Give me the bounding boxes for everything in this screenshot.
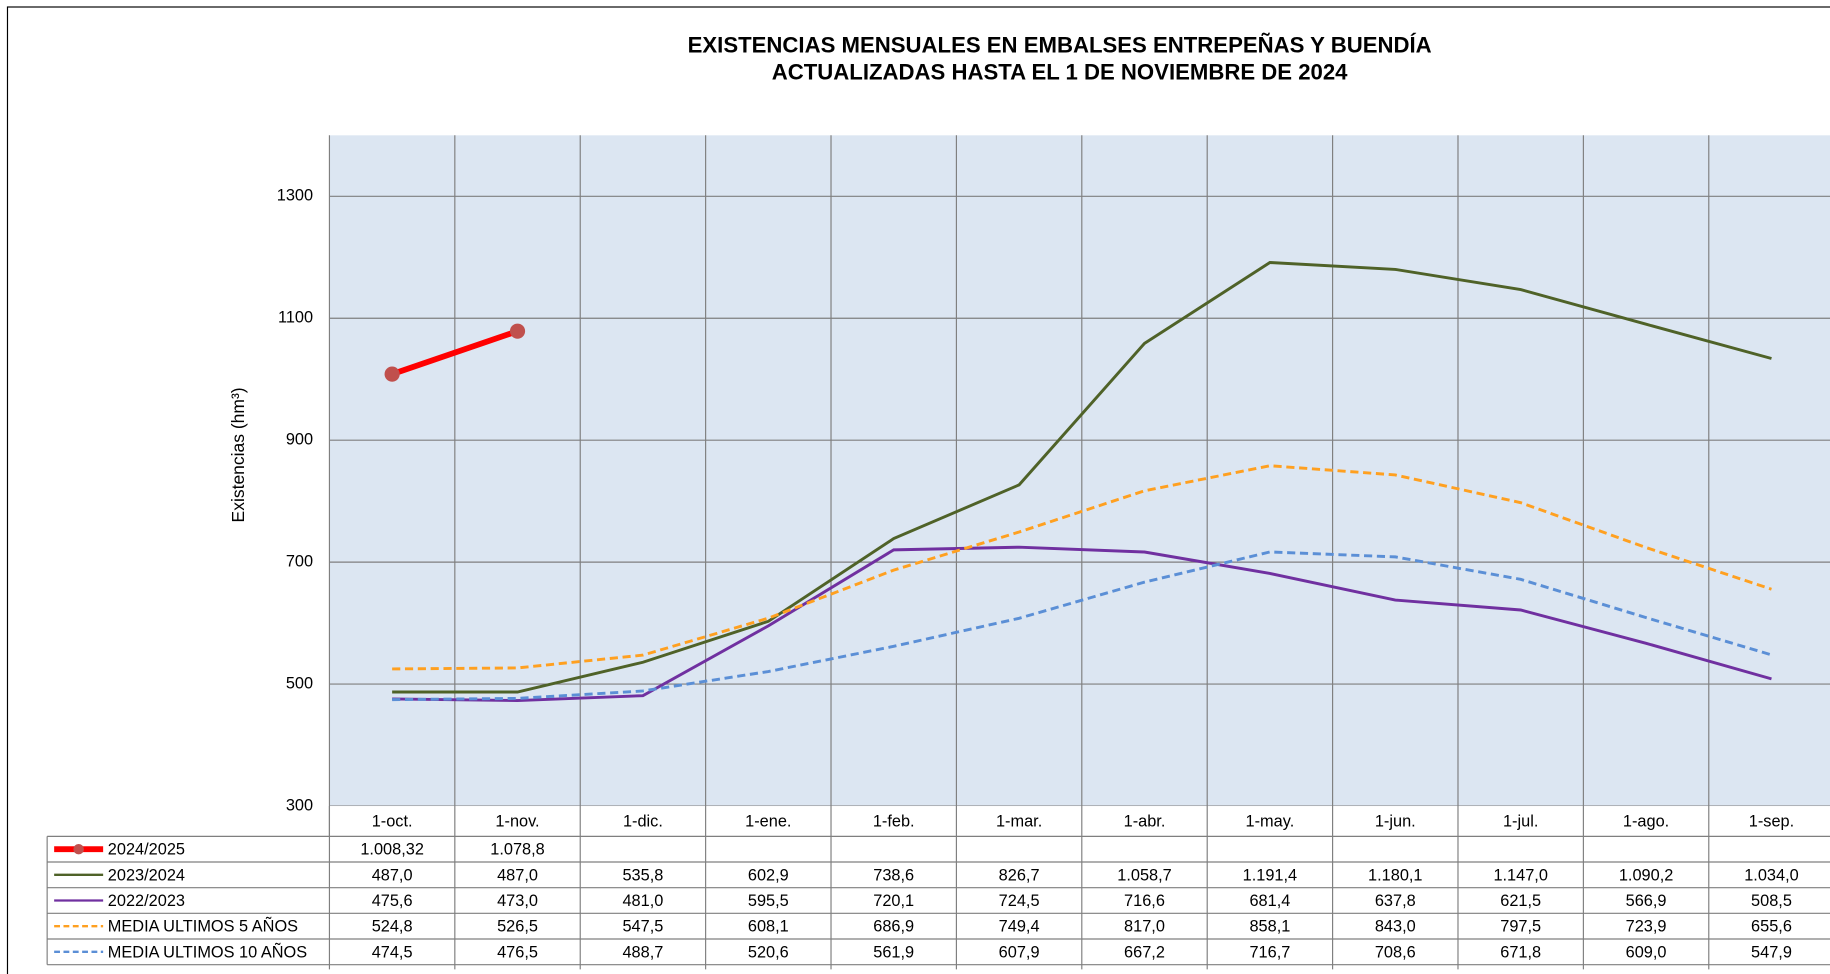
- table-value: 1.180,1: [1368, 866, 1422, 884]
- table-value: 1.008,32: [360, 841, 424, 859]
- table-value: 1.034,0: [1744, 866, 1798, 884]
- table-value: 637,8: [1375, 892, 1416, 910]
- legend-label: MEDIA ULTIMOS 5 AÑOS: [108, 916, 298, 936]
- x-tick-label: 1-dic.: [623, 813, 663, 831]
- table-value: 608,1: [748, 918, 789, 936]
- x-tick-label: 1-ago.: [1623, 813, 1669, 831]
- legend-label: 2023/2024: [108, 866, 185, 884]
- table-value: 655,6: [1751, 918, 1792, 936]
- chart-title: EXISTENCIAS MENSUALES EN EMBALSES ENTREP…: [688, 33, 1432, 58]
- table-value: 1.191,4: [1243, 866, 1297, 884]
- series-marker: [384, 366, 400, 382]
- table-value: 858,1: [1249, 918, 1290, 936]
- table-value: 716,6: [1124, 892, 1165, 910]
- x-tick-label: 1-jun.: [1375, 813, 1416, 831]
- table-value: 716,7: [1249, 943, 1290, 961]
- legend-label: 2024/2025: [108, 841, 185, 859]
- y-axis-label: Existencias (hm³): [228, 387, 248, 522]
- series-line: [392, 550, 1772, 702]
- table-value: 686,9: [873, 918, 914, 936]
- y-tick-label: 700: [286, 552, 313, 570]
- y-tick-label: 1100: [278, 309, 313, 327]
- x-tick-label: 1-may.: [1246, 813, 1295, 831]
- table-value: 681,4: [1249, 892, 1290, 910]
- table-value: 524,8: [372, 918, 413, 936]
- table-value: 487,0: [372, 866, 413, 884]
- table-value: 817,0: [1124, 918, 1165, 936]
- x-tick-label: 1-abr.: [1124, 813, 1166, 831]
- table-value: 566,9: [1626, 892, 1667, 910]
- legend-marker: [73, 843, 84, 855]
- legend-label: MEDIA ULTIMOS 10 AÑOS: [108, 941, 307, 961]
- series-line: [392, 545, 1772, 703]
- table-value: 609,0: [1626, 943, 1667, 961]
- table-value: 607,9: [999, 943, 1040, 961]
- table-value: 526,5: [497, 918, 538, 936]
- y-tick-label: 1300: [277, 187, 313, 205]
- table-value: 474,5: [372, 943, 413, 961]
- series-line: [392, 261, 1772, 694]
- table-value: 547,5: [622, 918, 663, 936]
- table-value: 708,6: [1375, 943, 1416, 961]
- x-tick-label: 1-nov.: [495, 813, 539, 831]
- table-value: 547,9: [1751, 943, 1792, 961]
- x-tick-label: 1-sep.: [1749, 813, 1794, 831]
- legend-label: 2022/2023: [108, 892, 185, 910]
- x-tick-label: 1-feb.: [873, 813, 915, 831]
- table-value: 602,9: [748, 866, 789, 884]
- table-value: 520,6: [748, 943, 789, 961]
- x-tick-label: 1-oct.: [372, 813, 413, 831]
- table-value: 1.078,8: [490, 841, 544, 859]
- table-value: 749,4: [999, 918, 1040, 936]
- table-value: 508,5: [1751, 892, 1792, 910]
- table-value: 843,0: [1375, 918, 1416, 936]
- header-background: [329, 806, 1830, 837]
- table-value: 475,6: [372, 892, 413, 910]
- table-value: 487,0: [497, 866, 538, 884]
- table-value: 561,9: [873, 943, 914, 961]
- table-value: 535,8: [622, 866, 663, 884]
- table-value: 481,0: [622, 892, 663, 910]
- x-tick-label: 1-mar.: [996, 813, 1042, 831]
- table-value: 488,7: [622, 943, 663, 961]
- table-value: 1.090,2: [1619, 866, 1673, 884]
- table-value: 720,1: [873, 892, 914, 910]
- table-value: 671,8: [1500, 943, 1541, 961]
- plot-area: [329, 135, 1830, 807]
- table-value: 1.147,0: [1493, 866, 1547, 884]
- table-value: 1.058,7: [1117, 866, 1171, 884]
- table-value: 667,2: [1124, 943, 1165, 961]
- x-tick-label: 1-jul.: [1503, 813, 1538, 831]
- series-line: [392, 464, 1772, 671]
- table-value: 621,5: [1500, 892, 1541, 910]
- x-tick-label: 1-ene.: [745, 813, 791, 831]
- table-value: 473,0: [497, 892, 538, 910]
- series-line: [391, 328, 519, 377]
- table-value: 738,6: [873, 866, 914, 884]
- table-value: 724,5: [999, 892, 1040, 910]
- y-tick-label: 900: [286, 430, 313, 448]
- table-value: 595,5: [748, 892, 789, 910]
- y-tick-label: 300: [286, 796, 313, 814]
- chart-subtitle: ACTUALIZADAS HASTA EL 1 DE NOVIEMBRE DE …: [772, 59, 1348, 84]
- table-value: 723,9: [1626, 918, 1667, 936]
- series-marker: [509, 323, 526, 339]
- table-value: 797,5: [1500, 918, 1541, 936]
- table-background: [47, 836, 1830, 965]
- table-value: 476,5: [497, 943, 538, 961]
- y-tick-label: 500: [286, 674, 313, 692]
- table-value: 826,7: [999, 866, 1040, 884]
